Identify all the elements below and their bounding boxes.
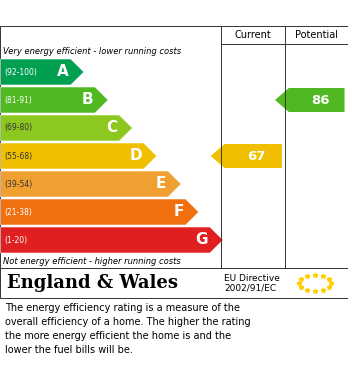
Polygon shape — [1, 227, 223, 253]
Text: 67: 67 — [247, 149, 266, 163]
Polygon shape — [1, 59, 84, 85]
Text: F: F — [174, 204, 184, 219]
Text: Potential: Potential — [295, 30, 338, 40]
Text: Very energy efficient - lower running costs: Very energy efficient - lower running co… — [3, 47, 182, 56]
Polygon shape — [1, 87, 108, 113]
Text: E: E — [156, 176, 166, 192]
Text: Energy Efficiency Rating: Energy Efficiency Rating — [10, 5, 213, 20]
Text: EU Directive: EU Directive — [224, 274, 280, 283]
Text: England & Wales: England & Wales — [7, 274, 178, 292]
Text: (69-80): (69-80) — [5, 124, 33, 133]
Text: C: C — [106, 120, 118, 136]
Text: (21-38): (21-38) — [5, 208, 33, 217]
Text: (1-20): (1-20) — [5, 235, 28, 244]
Text: Not energy efficient - higher running costs: Not energy efficient - higher running co… — [3, 256, 181, 265]
Polygon shape — [1, 115, 133, 141]
Text: (55-68): (55-68) — [5, 151, 33, 160]
Text: B: B — [82, 93, 93, 108]
Text: The energy efficiency rating is a measure of the
overall efficiency of a home. T: The energy efficiency rating is a measur… — [5, 303, 251, 355]
Polygon shape — [275, 88, 345, 112]
Text: (92-100): (92-100) — [5, 68, 38, 77]
Text: G: G — [196, 233, 208, 248]
Text: 2002/91/EC: 2002/91/EC — [224, 284, 277, 293]
Text: (39-54): (39-54) — [5, 179, 33, 188]
Text: (81-91): (81-91) — [5, 95, 33, 104]
Text: A: A — [57, 65, 69, 79]
Text: Current: Current — [235, 30, 271, 40]
Polygon shape — [1, 171, 181, 197]
Text: D: D — [129, 149, 142, 163]
Polygon shape — [1, 199, 199, 225]
Polygon shape — [1, 143, 157, 169]
Text: 86: 86 — [311, 93, 330, 106]
Polygon shape — [211, 144, 282, 168]
